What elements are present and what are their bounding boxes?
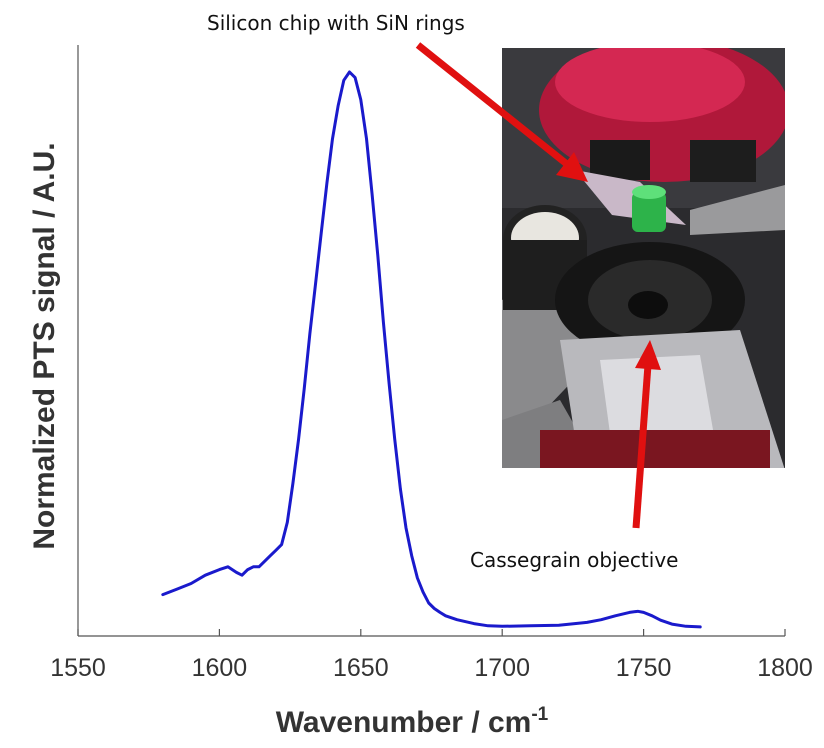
arrow-cassegrain bbox=[632, 364, 652, 529]
x-tick-label: 1650 bbox=[333, 654, 389, 682]
x-tick-label: 1550 bbox=[50, 654, 106, 682]
x-axis-title-superscript: -1 bbox=[531, 704, 548, 725]
x-tick-label: 1750 bbox=[616, 654, 672, 682]
x-tick-marks bbox=[77, 629, 786, 636]
x-tick-label: 1600 bbox=[192, 654, 248, 682]
arrow-cassegrain-head bbox=[635, 340, 661, 370]
x-tick-label: 1700 bbox=[474, 654, 530, 682]
arrow-chip bbox=[415, 42, 571, 168]
x-tick-labels: 1550 1600 1650 1700 1750 1800 bbox=[50, 654, 813, 682]
plot-area: 1550 1600 1650 1700 1750 1800 bbox=[50, 45, 813, 682]
annotation-label-cassegrain: Cassegrain objective bbox=[470, 548, 678, 572]
annotation-cassegrain: Cassegrain objective bbox=[470, 340, 678, 572]
x-axis-title-text: Wavenumber / cm bbox=[276, 706, 532, 739]
x-axis-title: Wavenumber / cm-1 bbox=[276, 704, 549, 739]
spectrum-line bbox=[161, 70, 702, 629]
annotation-silicon-chip: Silicon chip with SiN rings bbox=[207, 11, 588, 182]
annotation-label-chip: Silicon chip with SiN rings bbox=[207, 11, 465, 35]
y-axis-title: Normalized PTS signal / A.U. bbox=[28, 142, 61, 549]
x-tick-label: 1800 bbox=[757, 654, 813, 682]
arrow-chip-head bbox=[556, 152, 588, 182]
